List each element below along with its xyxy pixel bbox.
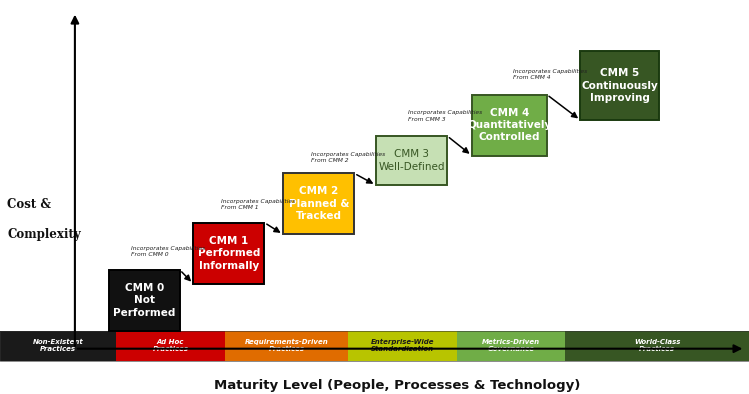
Text: CMM 3
Well-Defined: CMM 3 Well-Defined (378, 149, 445, 172)
Text: Metrics-Driven
Governance: Metrics-Driven Governance (482, 339, 540, 352)
Text: World-Class
Practices: World-Class Practices (634, 339, 680, 352)
Bar (225, 331, 348, 361)
Text: Requirements-Driven
Practices: Requirements-Driven Practices (245, 339, 328, 352)
Text: Enterprise-Wide
Standardization: Enterprise-Wide Standardization (371, 339, 434, 352)
Bar (0, 331, 749, 361)
Text: Complexity: Complexity (7, 228, 81, 241)
Text: CMM 1
Performed
Informally: CMM 1 Performed Informally (198, 236, 260, 271)
Text: Incorporates Capabilities
From CMM 1: Incorporates Capabilities From CMM 1 (221, 199, 295, 210)
Text: Ad Hoc
Practices: Ad Hoc Practices (153, 339, 189, 352)
Text: Incorporates Capabilities
From CMM 2: Incorporates Capabilities From CMM 2 (311, 152, 385, 163)
Text: Maturity Level (People, Processes & Technology): Maturity Level (People, Processes & Tech… (213, 379, 580, 392)
Text: Incorporates Capabilities
From CMM 3: Incorporates Capabilities From CMM 3 (408, 110, 482, 121)
FancyBboxPatch shape (109, 270, 180, 331)
Bar (348, 331, 457, 361)
Text: Incorporates Capabilities
From CMM 4: Incorporates Capabilities From CMM 4 (513, 69, 587, 80)
Bar (117, 331, 225, 361)
Text: Incorporates Capabilities
From CMM 0: Incorporates Capabilities From CMM 0 (131, 246, 205, 257)
FancyBboxPatch shape (580, 51, 659, 120)
Text: CMM 2
Planned &
Tracked: CMM 2 Planned & Tracked (288, 186, 349, 221)
FancyBboxPatch shape (283, 173, 354, 234)
FancyBboxPatch shape (376, 136, 447, 185)
Text: Non-Existent
Practices: Non-Existent Practices (33, 339, 84, 352)
Text: CMM 4
Quantitatively
Controlled: CMM 4 Quantitatively Controlled (467, 108, 551, 143)
FancyBboxPatch shape (193, 223, 264, 284)
Text: Cost &: Cost & (7, 199, 52, 211)
Bar (565, 331, 749, 361)
Bar (457, 331, 565, 361)
Bar (0, 331, 117, 361)
Text: CMM 5
Continuously
Improving: CMM 5 Continuously Improving (581, 68, 658, 103)
Text: CMM 0
Not
Performed: CMM 0 Not Performed (113, 283, 175, 318)
FancyBboxPatch shape (472, 95, 547, 156)
